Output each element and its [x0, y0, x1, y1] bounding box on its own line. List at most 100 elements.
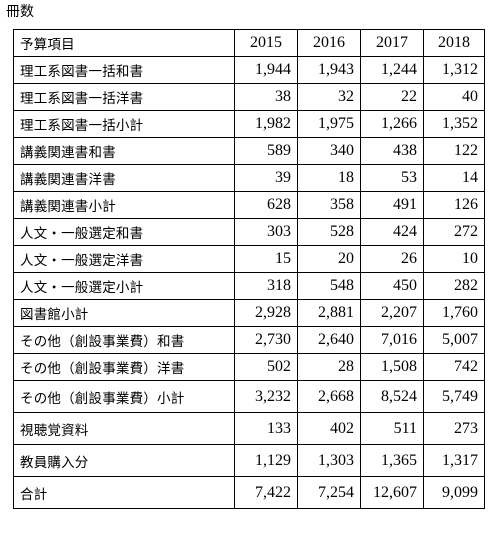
cell-value: 1,303	[297, 444, 361, 477]
cell-value: 26	[360, 245, 424, 273]
row-label: 理工系図書一括小計	[13, 110, 235, 138]
cell-value: 438	[360, 137, 424, 165]
cell-value: 7,422	[234, 476, 298, 509]
cell-value: 1,760	[423, 299, 485, 327]
row-label: 視聴覚資料	[13, 412, 235, 445]
cell-value: 7,254	[297, 476, 361, 509]
cell-value: 15	[234, 245, 298, 273]
row-label: 教員購入分	[13, 444, 235, 477]
cell-value: 1,317	[423, 444, 485, 477]
row-label: 合計	[13, 476, 235, 509]
book-count-table: 予算項目 2015 2016 2017 2018 理工系図書一括和書 1,944…	[13, 29, 485, 509]
cell-value: 5,749	[423, 380, 485, 413]
row-label: 講義関連書洋書	[13, 164, 235, 192]
cell-value: 20	[297, 245, 361, 273]
cell-value: 22	[360, 83, 424, 111]
cell-value: 53	[360, 164, 424, 192]
cell-value: 282	[423, 272, 485, 300]
table-row: その他（創設事業費）和書 2,730 2,640 7,016 5,007	[13, 326, 485, 354]
table-row: 理工系図書一括和書 1,944 1,943 1,244 1,312	[13, 56, 485, 84]
table-row: 講義関連書小計 628 358 491 126	[13, 191, 485, 219]
cell-value: 1,365	[360, 444, 424, 477]
cell-value: 5,007	[423, 326, 485, 354]
row-label: 理工系図書一括和書	[13, 56, 235, 84]
cell-value: 450	[360, 272, 424, 300]
row-label: その他（創設事業費）和書	[13, 326, 235, 354]
cell-value: 548	[297, 272, 361, 300]
cell-value: 1,244	[360, 56, 424, 84]
table-row: 講義関連書洋書 39 18 53 14	[13, 164, 485, 192]
table-row: 講義関連書和書 589 340 438 122	[13, 137, 485, 165]
cell-value: 402	[297, 412, 361, 445]
cell-value: 424	[360, 218, 424, 246]
cell-value: 1,312	[423, 56, 485, 84]
cell-value: 39	[234, 164, 298, 192]
unit-label: 冊数	[6, 4, 34, 20]
cell-value: 273	[423, 412, 485, 445]
cell-value: 2,881	[297, 299, 361, 327]
header-year: 2018	[423, 29, 485, 57]
cell-value: 40	[423, 83, 485, 111]
header-year: 2017	[360, 29, 424, 57]
row-label: 人文・一般選定洋書	[13, 245, 235, 273]
cell-value: 38	[234, 83, 298, 111]
cell-value: 628	[234, 191, 298, 219]
cell-value: 14	[423, 164, 485, 192]
cell-value: 9,099	[423, 476, 485, 509]
cell-value: 18	[297, 164, 361, 192]
table-row: 理工系図書一括洋書 38 32 22 40	[13, 83, 485, 111]
cell-value: 28	[297, 353, 361, 381]
table-row-total: 合計 7,422 7,254 12,607 9,099	[13, 476, 485, 509]
row-label: 講義関連書和書	[13, 137, 235, 165]
row-label: 理工系図書一括洋書	[13, 83, 235, 111]
table-header-row: 予算項目 2015 2016 2017 2018	[13, 29, 485, 57]
cell-value: 491	[360, 191, 424, 219]
cell-value: 742	[423, 353, 485, 381]
cell-value: 2,668	[297, 380, 361, 413]
cell-value: 2,928	[234, 299, 298, 327]
cell-value: 528	[297, 218, 361, 246]
cell-value: 32	[297, 83, 361, 111]
cell-value: 1,975	[297, 110, 361, 138]
cell-value: 2,730	[234, 326, 298, 354]
cell-value: 511	[360, 412, 424, 445]
cell-value: 7,016	[360, 326, 424, 354]
cell-value: 1,508	[360, 353, 424, 381]
cell-value: 8,524	[360, 380, 424, 413]
cell-value: 1,129	[234, 444, 298, 477]
cell-value: 2,207	[360, 299, 424, 327]
cell-value: 340	[297, 137, 361, 165]
table-row: 人文・一般選定洋書 15 20 26 10	[13, 245, 485, 273]
header-budget-item: 予算項目	[13, 29, 235, 57]
row-label: その他（創設事業費）洋書	[13, 353, 235, 381]
row-label: 図書館小計	[13, 299, 235, 327]
cell-value: 2,640	[297, 326, 361, 354]
table-row: 視聴覚資料 133 402 511 273	[13, 412, 485, 445]
row-label: その他（創設事業費）小計	[13, 380, 235, 413]
table-row: 理工系図書一括小計 1,982 1,975 1,266 1,352	[13, 110, 485, 138]
table-row: 教員購入分 1,129 1,303 1,365 1,317	[13, 444, 485, 477]
table-row: その他（創設事業費）小計 3,232 2,668 8,524 5,749	[13, 380, 485, 413]
row-label: 人文・一般選定和書	[13, 218, 235, 246]
cell-value: 589	[234, 137, 298, 165]
cell-value: 502	[234, 353, 298, 381]
cell-value: 133	[234, 412, 298, 445]
cell-value: 1,943	[297, 56, 361, 84]
table-row: 人文・一般選定小計 318 548 450 282	[13, 272, 485, 300]
cell-value: 122	[423, 137, 485, 165]
cell-value: 1,982	[234, 110, 298, 138]
row-label: 講義関連書小計	[13, 191, 235, 219]
cell-value: 1,266	[360, 110, 424, 138]
cell-value: 1,352	[423, 110, 485, 138]
cell-value: 1,944	[234, 56, 298, 84]
cell-value: 358	[297, 191, 361, 219]
cell-value: 10	[423, 245, 485, 273]
cell-value: 3,232	[234, 380, 298, 413]
table-row: 図書館小計 2,928 2,881 2,207 1,760	[13, 299, 485, 327]
table-row: その他（創設事業費）洋書 502 28 1,508 742	[13, 353, 485, 381]
header-year: 2015	[234, 29, 298, 57]
cell-value: 12,607	[360, 476, 424, 509]
cell-value: 318	[234, 272, 298, 300]
cell-value: 126	[423, 191, 485, 219]
row-label: 人文・一般選定小計	[13, 272, 235, 300]
